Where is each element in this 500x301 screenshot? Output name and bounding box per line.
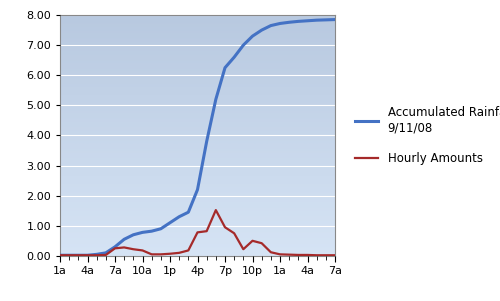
Legend: Accumulated Rainfall
9/11/08, Hourly Amounts: Accumulated Rainfall 9/11/08, Hourly Amo… <box>354 106 500 165</box>
